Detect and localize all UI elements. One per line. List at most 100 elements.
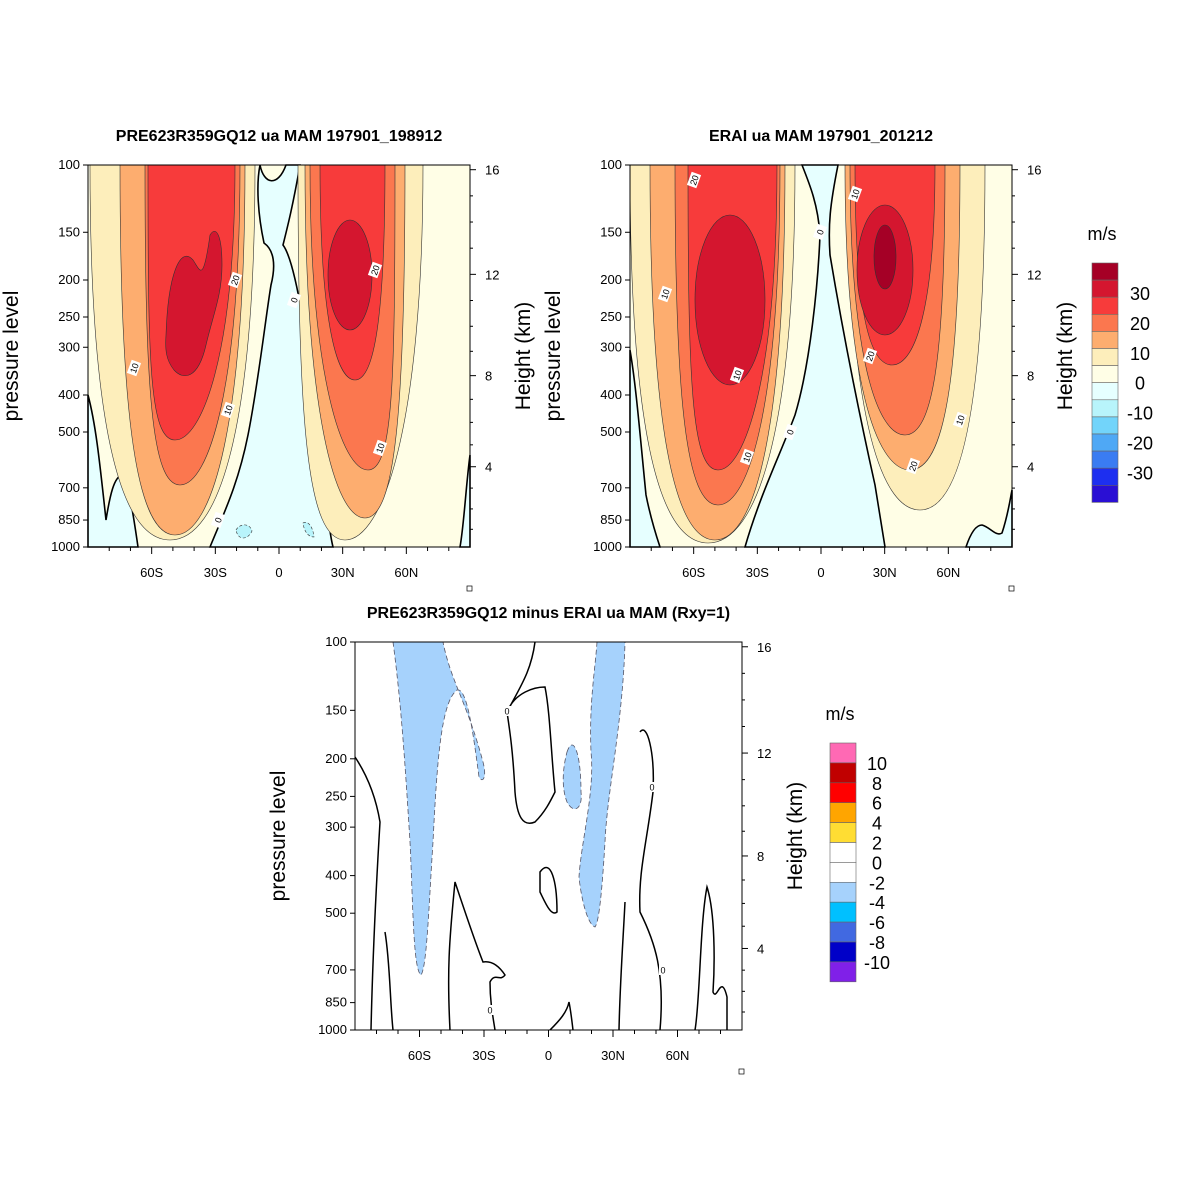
colorbar-box bbox=[1091, 348, 1119, 366]
colorbar-label: 10 bbox=[867, 754, 887, 774]
colorbar-box bbox=[1091, 262, 1119, 281]
contour-label-box bbox=[220, 401, 236, 419]
colorbar-box bbox=[1091, 467, 1119, 486]
jet-contours bbox=[629, 164, 986, 544]
x-tick-label: 60N bbox=[936, 565, 960, 580]
colorbar-box bbox=[1091, 416, 1119, 435]
colorbar-box bbox=[1091, 279, 1119, 298]
contour-label: 0 bbox=[487, 1006, 492, 1016]
contour-label-box bbox=[686, 171, 702, 189]
x-tick-label: 30S bbox=[472, 1048, 495, 1063]
y-right-tick-label: 16 bbox=[1027, 163, 1041, 178]
chart-title: PRE623R359GQ12 minus ERAI ua MAM (Rxy=1) bbox=[367, 605, 730, 622]
contour-label-box bbox=[862, 347, 878, 365]
zero-contour-line bbox=[384, 931, 394, 1031]
colorbar-label: 20 bbox=[1130, 314, 1150, 334]
chart-title: ERAI ua MAM 197901_201212 bbox=[709, 128, 933, 145]
colorbar-box bbox=[1091, 296, 1119, 315]
colorbar-title: m/s bbox=[1088, 224, 1117, 244]
y-tick-label: 500 bbox=[600, 424, 622, 439]
contour-fill bbox=[165, 230, 223, 377]
y-right-axis-label: Height (km) bbox=[784, 782, 807, 891]
y-tick-label: 400 bbox=[58, 387, 80, 402]
contour-label-group: 10 bbox=[952, 411, 968, 429]
negative-region bbox=[392, 641, 486, 976]
y-tick-label: 500 bbox=[58, 424, 80, 439]
colorbar-label: 30 bbox=[1130, 284, 1150, 304]
colorbar-label: -20 bbox=[1127, 434, 1153, 454]
contour-label-box bbox=[812, 223, 828, 241]
marker-square bbox=[466, 585, 473, 592]
contour-label-box bbox=[847, 185, 863, 203]
contour-label: 0 bbox=[213, 516, 224, 524]
y-tick-label: 100 bbox=[58, 157, 80, 172]
contour-fill bbox=[694, 214, 766, 386]
contour-label-group: 0 bbox=[782, 423, 798, 441]
y-tick-label: 100 bbox=[325, 634, 347, 649]
y-tick-label: 1000 bbox=[318, 1022, 347, 1037]
y-right-axis-label: Height (km) bbox=[1054, 302, 1077, 411]
negative-region bbox=[562, 744, 582, 810]
x-tick-label: 60S bbox=[682, 565, 705, 580]
y-tick-label: 500 bbox=[325, 905, 347, 920]
colorbar-label: 0 bbox=[872, 853, 882, 873]
negative-region bbox=[208, 164, 335, 548]
colorbar-label: -8 bbox=[869, 933, 885, 953]
y-right-axis-label: Height (km) bbox=[512, 302, 535, 411]
colorbar-box bbox=[829, 822, 857, 843]
y-axis-label: pressure level bbox=[542, 291, 565, 422]
contour-label-box bbox=[367, 261, 383, 279]
contour-label-box bbox=[372, 439, 388, 457]
contour-label-group: 20 bbox=[227, 271, 243, 289]
zero-contour-line bbox=[618, 901, 626, 1031]
contour-label-box bbox=[503, 706, 511, 716]
colorbar-box bbox=[1091, 365, 1119, 384]
y-tick-label: 850 bbox=[58, 512, 80, 527]
y-right-tick-label: 4 bbox=[757, 941, 764, 956]
contour-label-group: 20 bbox=[862, 347, 878, 365]
colorbar-label: 8 bbox=[872, 774, 882, 794]
marker-square bbox=[1008, 585, 1015, 592]
y-tick-label: 250 bbox=[325, 788, 347, 803]
colorbar-box bbox=[1091, 399, 1119, 418]
y-tick-label: 1000 bbox=[593, 539, 622, 554]
colorbar-label: -10 bbox=[864, 953, 890, 973]
contour-label: 0 bbox=[504, 707, 509, 717]
contour-label: 0 bbox=[660, 966, 665, 976]
contour-label-group: 20 bbox=[686, 171, 702, 189]
y-tick-label: 700 bbox=[325, 962, 347, 977]
colorbar-box bbox=[829, 901, 857, 923]
contour-label-box bbox=[659, 965, 667, 975]
contour-label-box bbox=[227, 271, 243, 289]
contour-label-group: 0 bbox=[659, 965, 667, 976]
contour-label-group: 0 bbox=[286, 291, 302, 309]
y-tick-label: 400 bbox=[600, 387, 622, 402]
contour-label-group: 0 bbox=[648, 782, 656, 793]
y-tick-label: 700 bbox=[600, 480, 622, 495]
chart-title: PRE623R359GQ12 ua MAM 197901_198912 bbox=[116, 128, 443, 145]
contour-label-box bbox=[739, 448, 755, 466]
contour-label-box bbox=[657, 285, 673, 303]
contour-label-box bbox=[486, 1005, 494, 1015]
colorbar-label: -2 bbox=[869, 873, 885, 893]
x-tick-label: 30N bbox=[331, 565, 355, 580]
y-tick-label: 200 bbox=[325, 751, 347, 766]
colorbar-label: -30 bbox=[1127, 463, 1153, 483]
contour-label-group: 20 bbox=[367, 261, 383, 279]
colorbar-title: m/s bbox=[826, 704, 855, 724]
colorbar-box bbox=[1091, 433, 1119, 452]
zero-contour-line bbox=[549, 1001, 574, 1031]
x-tick-label: 60S bbox=[408, 1048, 431, 1063]
contour-label: 10 bbox=[659, 288, 672, 301]
zero-contour-line bbox=[638, 729, 663, 1031]
zero-contour-line bbox=[354, 756, 381, 1031]
contour-label-box bbox=[952, 411, 968, 429]
contour-label: 20 bbox=[688, 174, 701, 187]
colorbar-label: -4 bbox=[869, 893, 885, 913]
contour-label-group: 0 bbox=[503, 706, 511, 717]
x-tick-label: 60N bbox=[666, 1048, 690, 1063]
y-tick-label: 850 bbox=[325, 995, 347, 1010]
contour-label: 0 bbox=[649, 783, 654, 793]
y-right-tick-label: 4 bbox=[1027, 460, 1034, 475]
